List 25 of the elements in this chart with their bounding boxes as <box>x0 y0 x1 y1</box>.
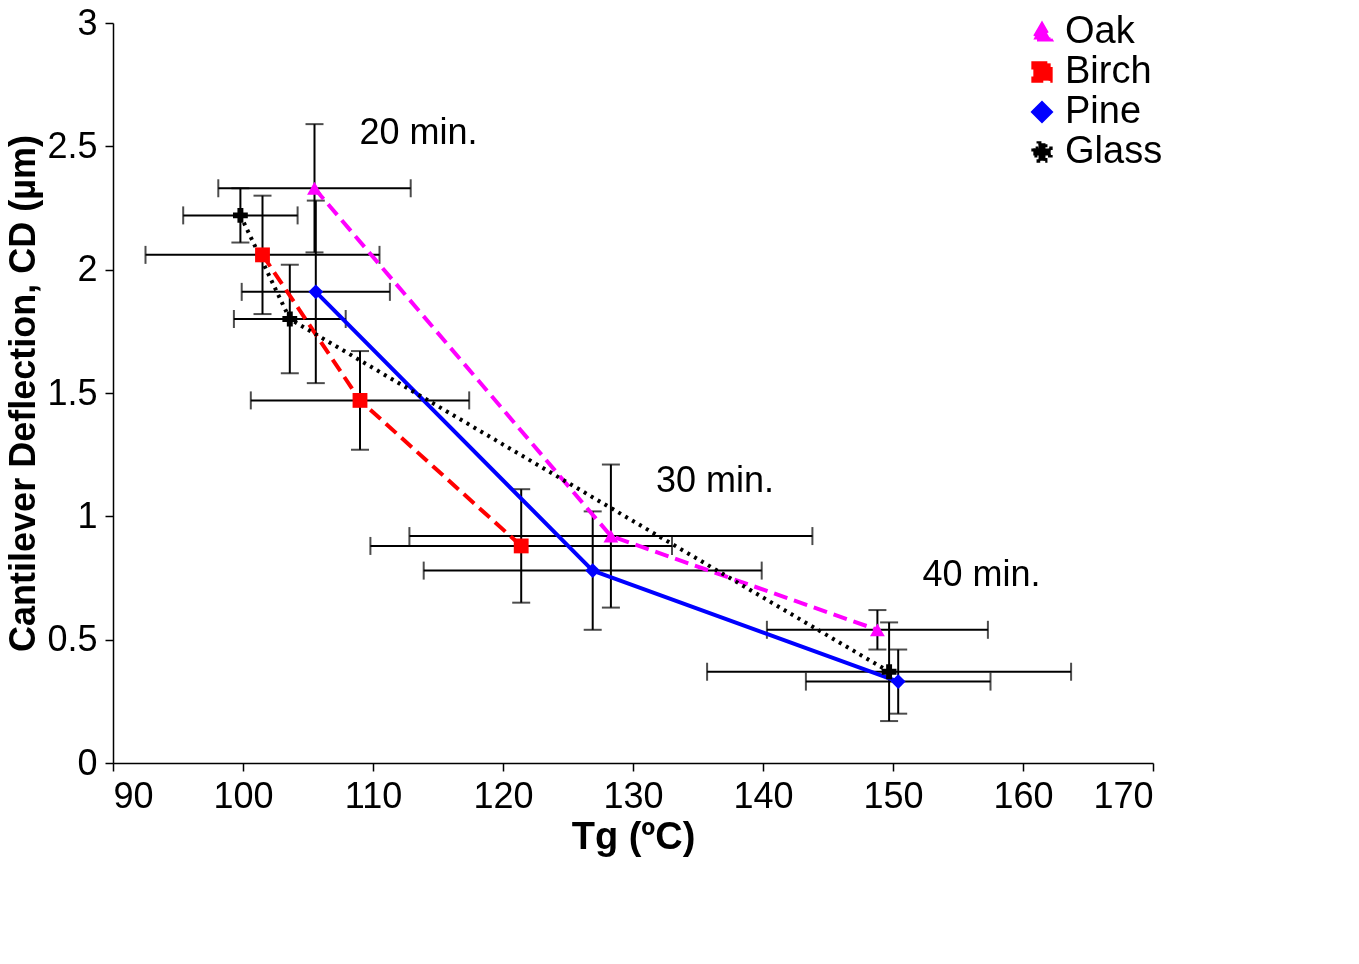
legend-label: Pine <box>1065 89 1142 131</box>
y-tick-label: 1.5 <box>47 371 98 413</box>
x-tick-label: 140 <box>733 774 794 816</box>
x-axis-title: Tg (ºC) <box>571 814 696 857</box>
legend-label: Glass <box>1065 129 1163 171</box>
x-tick-label: 160 <box>993 774 1054 816</box>
x-tick-label: 130 <box>603 774 664 816</box>
legend-label: Oak <box>1065 9 1136 51</box>
x-tick-label: 100 <box>213 774 274 816</box>
x-tick-label: 110 <box>344 774 403 816</box>
y-axis-title: Cantilever Deflection, CD (µm) <box>2 135 44 652</box>
x-tick-label: 120 <box>473 774 534 816</box>
x-tick-label: 150 <box>863 774 924 816</box>
y-tick-label: 0 <box>77 741 98 783</box>
y-tick-label: 0.5 <box>47 618 98 660</box>
y-tick-label: 2.5 <box>47 124 98 166</box>
y-tick-label: 2 <box>77 248 98 290</box>
y-tick-label: 1 <box>77 494 98 536</box>
annotation: 40 min. <box>922 552 1041 594</box>
annotation: 30 min. <box>655 459 774 501</box>
y-tick-label: 3 <box>77 1 98 43</box>
x-tick-label: 170 <box>1093 774 1154 816</box>
annotation: 20 min. <box>359 111 478 153</box>
legend-label: Birch <box>1065 49 1152 91</box>
x-tick-label: 90 <box>113 774 154 816</box>
